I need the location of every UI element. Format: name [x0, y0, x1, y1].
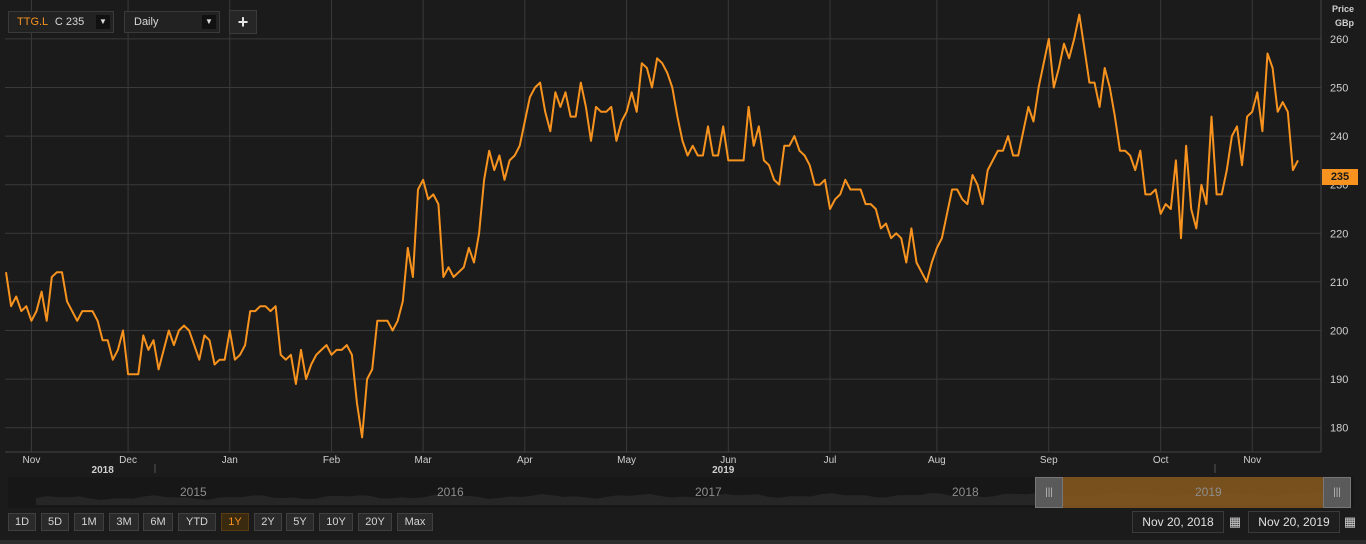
y-tick-label: 210	[1330, 277, 1348, 289]
range-button-10y[interactable]: 10Y	[319, 513, 353, 531]
x-year-label: 2019	[712, 465, 735, 476]
navigator-year-label: 2018	[952, 485, 979, 499]
x-tick-label: Jan	[222, 455, 238, 466]
frequency-label: Daily	[134, 16, 159, 28]
x-tick-label: Nov	[23, 455, 41, 466]
navigator-right-handle[interactable]: |||	[1323, 477, 1351, 508]
y-tick-label: 240	[1330, 131, 1348, 143]
chart-gridlines	[5, 0, 1321, 452]
chevron-down-icon[interactable]: ▼	[202, 15, 216, 29]
navigator-year-label: 2017	[695, 485, 722, 499]
range-button-2y[interactable]: 2Y	[254, 513, 282, 531]
chevron-down-icon[interactable]: ▼	[96, 15, 110, 29]
x-axis-ticks: Nov Dec Jan Feb Mar Apr May Jun Jul Aug Sep Oct Nov 2…	[23, 455, 1262, 476]
last-price-tag: 235	[1322, 169, 1358, 185]
x-tick-label: Aug	[928, 455, 946, 466]
timeline-navigator[interactable]: 2015 2016 2017 2018 2019 ||| |||	[8, 477, 1354, 508]
end-date-field[interactable]: Nov 20, 2019	[1248, 511, 1340, 533]
range-button-5y[interactable]: 5Y	[286, 513, 314, 531]
range-button-max[interactable]: Max	[397, 513, 433, 531]
add-symbol-button[interactable]: +	[229, 10, 257, 34]
price-series-line	[5, 13, 1299, 439]
y-tick-label: 200	[1330, 325, 1348, 337]
x-tick-label: Sep	[1040, 455, 1058, 466]
x-tick-label: Jun	[720, 455, 736, 466]
navigator-selection[interactable]	[1063, 477, 1343, 508]
frequency-selector[interactable]: Daily ▼	[124, 11, 220, 33]
x-tick-label: Jul	[824, 455, 837, 466]
start-date-field[interactable]: Nov 20, 2018	[1132, 511, 1224, 533]
navigator-year-label: 2019	[1195, 485, 1222, 499]
y-tick-label: 220	[1330, 228, 1348, 240]
range-button-20y[interactable]: 20Y	[358, 513, 392, 531]
range-button-1y[interactable]: 1Y	[221, 513, 249, 531]
x-tick-label: Dec	[119, 455, 137, 466]
close-price-label: C 235	[54, 16, 85, 28]
x-tick-label: Nov	[1243, 455, 1261, 466]
x-year-label: 2018	[92, 465, 115, 476]
y-tick-label: 250	[1330, 82, 1348, 94]
range-button-1d[interactable]: 1D	[8, 513, 36, 531]
symbol-ticker: TTG.L	[17, 16, 48, 28]
axis-unit-price: Price	[1331, 4, 1354, 14]
range-button-ytd[interactable]: YTD	[178, 513, 216, 531]
y-tick-label: 180	[1330, 423, 1348, 435]
navigator-left-handle[interactable]: |||	[1035, 477, 1063, 508]
y-tick-label: 190	[1330, 374, 1348, 386]
range-button-6m[interactable]: 6M	[143, 513, 173, 531]
x-tick-label: Oct	[1153, 455, 1169, 466]
x-tick-label: May	[617, 455, 636, 466]
calendar-icon[interactable]: ▦	[1343, 514, 1357, 529]
navigator-year-label: 2016	[437, 485, 464, 499]
range-button-3m[interactable]: 3M	[109, 513, 139, 531]
axis-unit-currency: GBp	[1335, 18, 1354, 28]
x-tick-label: Feb	[323, 455, 341, 466]
x-tick-label: Mar	[414, 455, 432, 466]
symbol-selector[interactable]: TTG.L C 235 ▼	[8, 11, 114, 33]
y-tick-label: 260	[1330, 34, 1348, 46]
calendar-icon[interactable]: ▦	[1228, 514, 1242, 529]
x-tick-label: Apr	[517, 455, 533, 466]
range-button-1m[interactable]: 1M	[74, 513, 104, 531]
range-button-5d[interactable]: 5D	[41, 513, 69, 531]
navigator-year-label: 2015	[180, 485, 207, 499]
bottom-border	[0, 540, 1366, 544]
